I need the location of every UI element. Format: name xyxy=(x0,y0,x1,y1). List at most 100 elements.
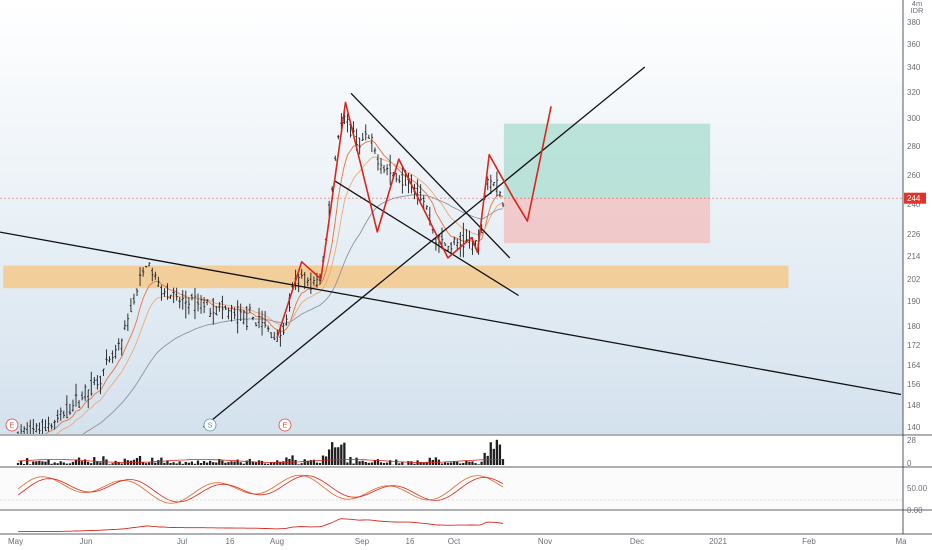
candle xyxy=(44,419,47,432)
candle xyxy=(71,399,75,412)
event-marker-label: E xyxy=(10,423,15,430)
candle xyxy=(224,305,227,310)
volume-bar xyxy=(291,455,294,465)
volume-bar xyxy=(114,460,117,465)
volume-bar xyxy=(138,455,142,465)
candle xyxy=(141,267,145,277)
candle xyxy=(102,368,105,376)
volume-bar xyxy=(263,463,267,465)
candle xyxy=(453,236,456,246)
momentum-pane-background xyxy=(0,511,903,534)
volume-bar xyxy=(239,462,242,465)
volume-bar xyxy=(309,460,312,465)
candle xyxy=(65,395,69,419)
price-tick-label: 148 xyxy=(907,401,921,410)
candle xyxy=(151,267,154,282)
volume-bar xyxy=(233,461,236,465)
volume-bar xyxy=(297,464,300,465)
momentum-axis-label: 0.00 xyxy=(907,506,923,515)
price-axis-background xyxy=(903,0,932,550)
candle xyxy=(367,134,371,139)
volume-bar xyxy=(346,462,349,465)
candle xyxy=(346,113,349,133)
zigzag-projection[interactable] xyxy=(276,101,552,339)
candle xyxy=(285,314,288,326)
candle xyxy=(443,242,447,247)
volume-bar xyxy=(123,458,126,465)
volume-bar xyxy=(428,457,431,465)
volume-bar xyxy=(87,461,90,465)
volume-bar xyxy=(108,464,111,465)
trend-line[interactable] xyxy=(334,180,519,297)
candle xyxy=(47,416,50,432)
volume-bar xyxy=(236,459,239,465)
price-tick-label: 140 xyxy=(907,423,921,432)
candle xyxy=(364,124,367,141)
price-tick-label: 320 xyxy=(907,88,921,97)
candle xyxy=(53,419,56,430)
candle xyxy=(190,293,194,301)
candle xyxy=(306,277,310,287)
volume-bar xyxy=(68,463,72,465)
candle xyxy=(334,155,337,161)
candle xyxy=(80,391,84,401)
volume-bar xyxy=(340,444,343,465)
price-tick-label: 360 xyxy=(907,40,921,49)
volume-bar xyxy=(212,462,215,465)
volume-bar xyxy=(331,442,334,465)
volume-bar xyxy=(29,464,32,465)
candle xyxy=(254,322,258,327)
volume-bar xyxy=(294,459,297,465)
volume-bar xyxy=(279,461,282,465)
volume-axis-max: 28 xyxy=(907,436,916,445)
earnings-marker[interactable]: E xyxy=(5,418,19,432)
volume-bar xyxy=(218,458,221,465)
volume-bar xyxy=(260,460,264,465)
price-tick-label: 380 xyxy=(907,18,921,27)
candle xyxy=(105,349,108,366)
volume-bar xyxy=(327,449,331,465)
candle xyxy=(239,303,242,322)
candle xyxy=(138,267,142,287)
moving-average-line xyxy=(44,140,504,434)
volume-bar xyxy=(172,462,175,465)
candle xyxy=(233,307,236,320)
volume-bar xyxy=(196,460,200,465)
volume-bar xyxy=(227,462,230,465)
volume-bar xyxy=(376,459,380,465)
volume-bar xyxy=(90,463,93,465)
time-axis-label: Sep xyxy=(355,537,370,546)
candle xyxy=(376,154,380,171)
price-tick-label: 180 xyxy=(907,322,921,331)
split-marker[interactable]: S xyxy=(203,418,217,432)
candle xyxy=(68,403,72,415)
candle xyxy=(212,297,215,325)
trend-line[interactable] xyxy=(350,92,511,259)
candle xyxy=(172,287,175,304)
volume-bar xyxy=(190,461,194,465)
volume-bar xyxy=(300,463,303,465)
candle xyxy=(257,307,261,329)
momentum-line xyxy=(18,518,504,532)
volume-bar xyxy=(474,463,477,465)
candle xyxy=(218,302,221,312)
candle xyxy=(22,426,26,434)
volume-bar xyxy=(224,462,227,465)
candle xyxy=(248,303,252,313)
candle xyxy=(379,158,383,174)
volume-bar xyxy=(477,464,480,465)
time-axis-label: Oct xyxy=(448,537,461,546)
volume-bar xyxy=(62,462,65,465)
candle xyxy=(202,297,206,314)
trend-line[interactable] xyxy=(203,66,646,428)
volume-bar xyxy=(205,462,209,465)
earnings-marker[interactable]: E xyxy=(278,418,292,432)
trend-line[interactable] xyxy=(0,231,902,396)
event-marker-circle xyxy=(203,418,217,432)
candle xyxy=(87,389,90,409)
candle xyxy=(83,384,87,401)
volume-pane-background xyxy=(0,436,903,466)
time-axis-label: 16 xyxy=(226,537,235,546)
